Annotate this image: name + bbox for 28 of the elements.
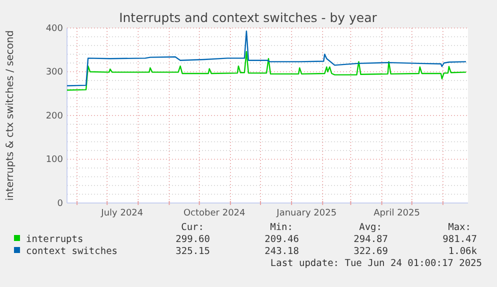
text: 325.15 <box>176 246 210 257</box>
text: 294.87 <box>354 234 388 245</box>
legend-label: interrupts <box>26 234 84 245</box>
text: Last update: Tue Jun 24 01:00:17 2025 <box>270 258 482 269</box>
text: 322.69 <box>354 246 388 257</box>
text: 1.06k <box>448 246 478 257</box>
legend-label: context switches <box>26 246 118 257</box>
text: Min: <box>270 222 293 233</box>
x-tick-label: July 2024 <box>100 208 144 218</box>
text: Cur: <box>181 222 204 233</box>
y-tick-label: 200 <box>46 111 64 122</box>
y-tick-label: 100 <box>46 155 64 166</box>
x-tick-label: October 2024 <box>183 208 246 218</box>
text: 243.18 <box>264 246 300 257</box>
x-tick-label: January 2025 <box>276 208 337 218</box>
line-series <box>66 30 467 86</box>
x-tick-label: April 2025 <box>374 208 420 218</box>
text: Max: <box>448 222 471 233</box>
chart-title: Interrupts and context switches - by year <box>119 10 378 25</box>
text: Avg: <box>359 222 382 233</box>
text: 981.47 <box>442 234 477 245</box>
text: 299.60 <box>176 234 210 245</box>
y-tick-label: 300 <box>46 68 64 78</box>
y-axis-title: interrupts & ctx switches / second <box>5 30 16 201</box>
y-tick-label: 0 <box>57 198 64 209</box>
y-tick-label: 400 <box>46 24 64 34</box>
line-series <box>66 51 467 91</box>
text: 209.46 <box>264 234 300 245</box>
